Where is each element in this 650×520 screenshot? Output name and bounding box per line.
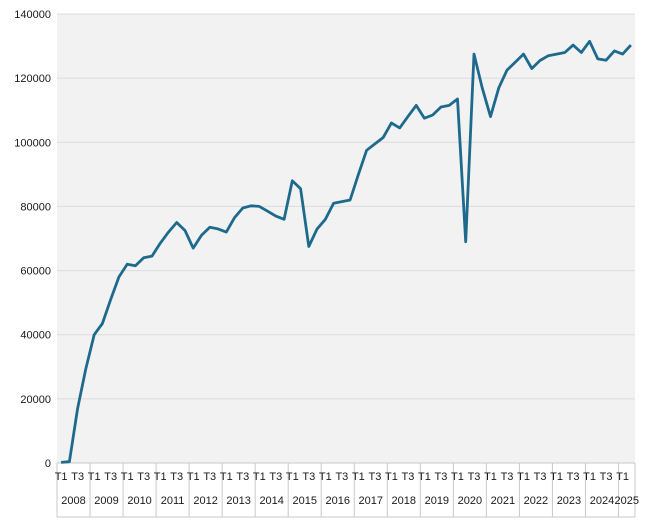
year-tick-label: 2017 — [359, 495, 383, 507]
year-tick-label: 2010 — [127, 495, 151, 507]
quarter-tick-label: T3 — [137, 471, 150, 483]
quarter-tick-label: T1 — [55, 471, 68, 483]
data-series-line — [60, 39, 632, 464]
quarter-tick-label: T3 — [402, 471, 415, 483]
series-line — [60, 39, 632, 464]
year-tick-label: 2025 — [615, 495, 639, 507]
year-tick-label: 2009 — [94, 495, 118, 507]
quarter-tick-label: T1 — [319, 471, 332, 483]
quarter-tick-label: T1 — [88, 471, 101, 483]
quarter-tick-label: T3 — [600, 471, 613, 483]
year-tick-label: 2021 — [491, 495, 515, 507]
quarter-tick-label: T1 — [187, 471, 200, 483]
y-tick-label: 60000 — [20, 266, 51, 278]
year-tick-label: 2015 — [292, 495, 316, 507]
quarter-tick-label: T1 — [121, 471, 134, 483]
quarter-tick-label: T3 — [501, 471, 514, 483]
x-axis-year-labels: 2008 2009 2010 2011 2012 2013 2014 2015 2016 2017… — [61, 495, 639, 507]
year-tick-label: 2008 — [61, 495, 85, 507]
y-tick-label: 20000 — [20, 394, 51, 406]
quarter-tick-label: T1 — [418, 471, 431, 483]
quarter-tick-label: T3 — [567, 471, 580, 483]
year-tick-label: 2016 — [326, 495, 350, 507]
year-tick-label: 2022 — [524, 495, 548, 507]
year-tick-label: 2018 — [392, 495, 416, 507]
y-tick-label: 140000 — [14, 9, 51, 21]
quarter-tick-label: T1 — [484, 471, 497, 483]
quarter-tick-label: T1 — [550, 471, 563, 483]
quarter-tick-label: T1 — [253, 471, 266, 483]
quarter-tick-label: T3 — [335, 471, 348, 483]
x-axis-quarter-labels: T1 T3 T1 T3 T1 T3 T1 T3 T1 T3 T1 T3 T1 T3 T1 T3 T1 T3 T1 T3… — [55, 471, 629, 483]
quarter-tick-label: T1 — [352, 471, 365, 483]
y-axis-tick-labels: 0 20000 40000 60000 80000 100000 120000 140000 — [14, 9, 51, 470]
quarter-tick-label: T3 — [71, 471, 84, 483]
x-axis-label-grid — [56, 463, 636, 518]
quarter-tick-label: T1 — [616, 471, 629, 483]
year-tick-label: 2019 — [425, 495, 449, 507]
year-tick-label: 2024 — [590, 495, 614, 507]
gridlines — [57, 13, 635, 464]
year-tick-label: 2020 — [458, 495, 482, 507]
quarter-tick-label: T1 — [220, 471, 233, 483]
year-tick-label: 2014 — [259, 495, 283, 507]
plot-area-background — [57, 14, 635, 463]
quarter-tick-label: T3 — [534, 471, 547, 483]
y-tick-label: 100000 — [14, 137, 51, 149]
quarter-tick-label: T3 — [236, 471, 249, 483]
quarter-tick-label: T1 — [286, 471, 299, 483]
quarter-tick-label: T1 — [517, 471, 530, 483]
y-tick-label: 0 — [45, 458, 51, 470]
y-tick-label: 80000 — [20, 201, 51, 213]
quarter-tick-label: T3 — [302, 471, 315, 483]
plot-wall — [57, 14, 635, 463]
quarter-tick-label: T1 — [154, 471, 167, 483]
quarter-tick-label: T1 — [451, 471, 464, 483]
year-tick-label: 2023 — [557, 495, 581, 507]
y-tick-label: 120000 — [14, 73, 51, 85]
year-tick-label: 2013 — [226, 495, 250, 507]
quarter-tick-label: T3 — [468, 471, 481, 483]
quarter-tick-label: T3 — [170, 471, 183, 483]
quarter-tick-label: T3 — [104, 471, 117, 483]
year-tick-label: 2011 — [161, 495, 185, 507]
quarter-tick-label: T1 — [385, 471, 398, 483]
quarter-tick-label: T3 — [435, 471, 448, 483]
y-tick-label: 40000 — [20, 330, 51, 342]
quarter-tick-label: T3 — [269, 471, 282, 483]
year-tick-label: 2012 — [193, 495, 217, 507]
quarter-tick-label: T1 — [583, 471, 596, 483]
quarter-tick-label: T3 — [203, 471, 216, 483]
quarter-tick-label: T3 — [368, 471, 381, 483]
